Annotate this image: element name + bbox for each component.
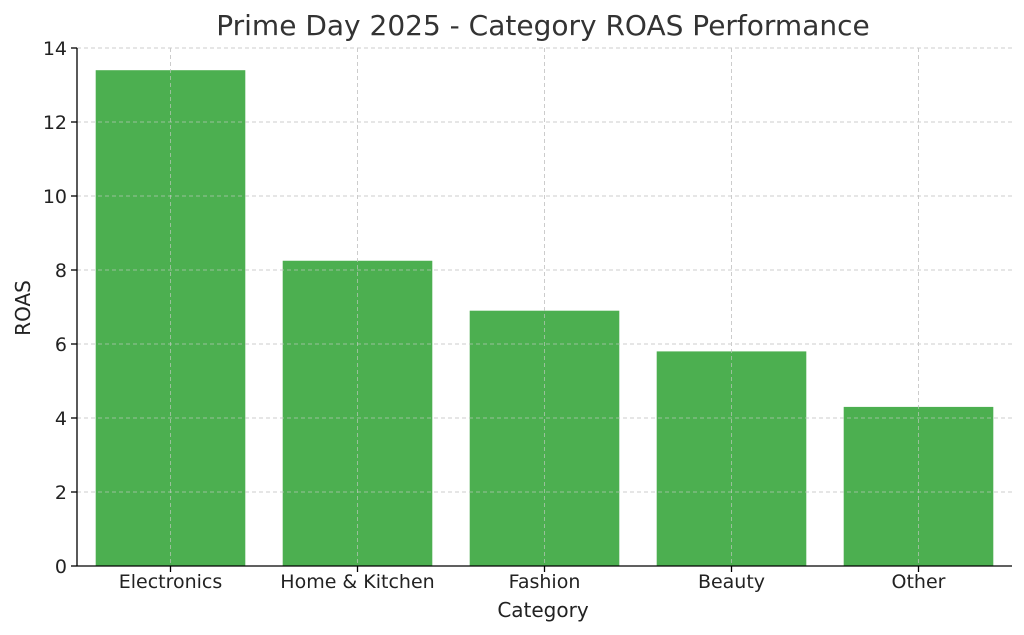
bars xyxy=(77,47,1012,567)
x-ticks: Electronics Home & Kitchen Fashion Beauty Ot… xyxy=(119,566,946,593)
y-tick-label: 2 xyxy=(55,482,67,504)
y-ticks: 0 2 4 6 8 10 12 14 xyxy=(43,38,77,578)
y-tick-label: 8 xyxy=(55,260,67,282)
x-axis-label: Category xyxy=(497,598,589,622)
x-tick-label: Other xyxy=(892,571,946,593)
chart-title: Prime Day 2025 - Category ROAS Performan… xyxy=(216,9,870,42)
x-tick-label: Beauty xyxy=(698,571,765,593)
x-tick-label: Home & Kitchen xyxy=(280,571,434,593)
y-tick-label: 12 xyxy=(43,112,67,134)
y-tick-label: 0 xyxy=(55,556,67,578)
bar-other xyxy=(843,406,994,566)
y-tick-label: 4 xyxy=(55,408,67,430)
y-tick-label: 6 xyxy=(55,334,67,356)
bar-fashion xyxy=(469,310,620,566)
x-tick-label: Electronics xyxy=(119,571,223,593)
y-tick-label: 10 xyxy=(43,186,67,208)
y-axis-label: ROAS xyxy=(11,280,35,336)
y-tick-label: 14 xyxy=(43,38,67,60)
x-tick-label: Fashion xyxy=(509,571,581,593)
